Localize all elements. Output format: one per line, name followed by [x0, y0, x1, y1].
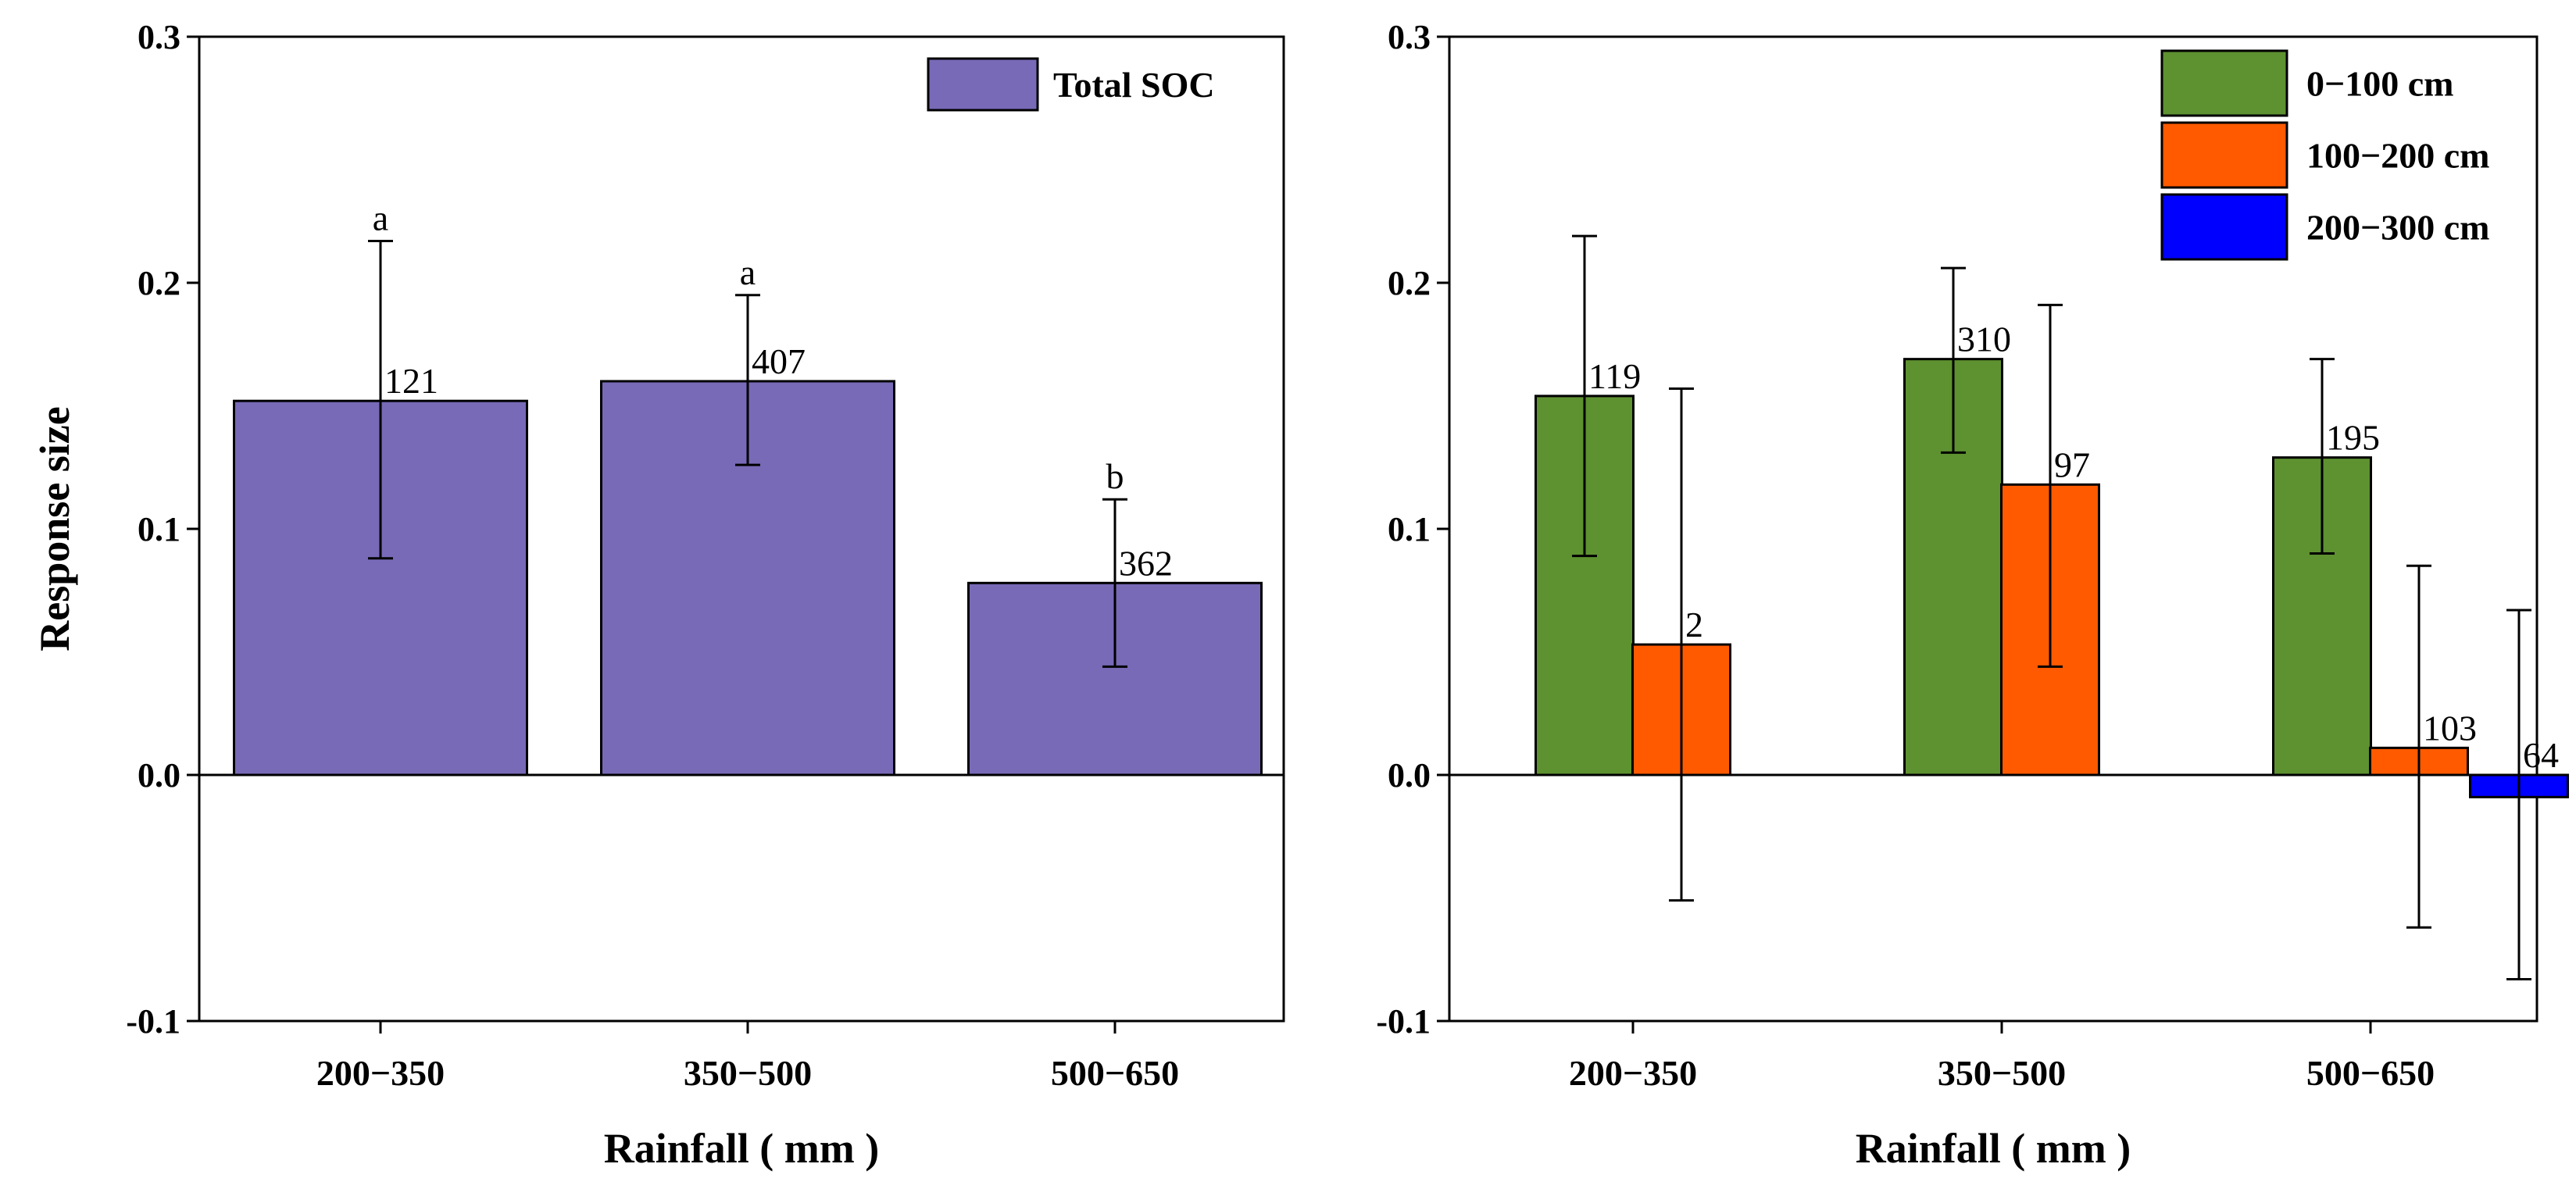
y-tick-label: -0.1: [126, 1002, 180, 1041]
chart-panel-2: -0.1 0.0 0.1 0.2 0.3 200−350 350−500 500−650 Rai…: [1376, 18, 2569, 1172]
y-tick-label: 0.0: [1388, 756, 1431, 794]
x-tick-label: 350−500: [1938, 1053, 2066, 1093]
legend-label: 100−200 cm: [2306, 136, 2489, 176]
y-tick-label: 0.0: [138, 756, 180, 794]
y-tick-label: 0.1: [1388, 510, 1431, 548]
chart-panel-1: -0.1 0.0 0.1 0.2 0.3 200−350 350−500 500−650 Rai…: [31, 18, 1285, 1172]
x-tick-label: 200−350: [316, 1053, 445, 1093]
sample-size-label: 64: [2523, 735, 2559, 775]
significance-letter: a: [373, 198, 388, 237]
legend-label: 0−100 cm: [2306, 64, 2453, 104]
significance-letter: a: [740, 252, 756, 292]
sample-size-label: 103: [2423, 708, 2477, 748]
legend-label: 200−300 cm: [2306, 208, 2489, 248]
legend-swatch: [2160, 193, 2288, 261]
sample-size-label: 97: [2054, 444, 2090, 484]
significance-letter: b: [1106, 456, 1124, 496]
x-tick-label: 200−350: [1569, 1053, 1697, 1093]
legend-swatch: [2160, 121, 2288, 189]
y-tick-label: 0.1: [138, 510, 180, 548]
y-tick-label: 0.2: [138, 264, 180, 302]
x-tick-label: 500−650: [2306, 1053, 2435, 1093]
x-axis-title: Rainfall ( mm ): [604, 1125, 879, 1172]
sample-size-label: 362: [1119, 543, 1173, 583]
y-tick-label: -0.1: [1376, 1002, 1431, 1041]
sample-size-label: 310: [1957, 320, 2011, 359]
legend-label: Total SOC: [1053, 65, 1215, 105]
y-tick-label: 0.3: [138, 18, 180, 56]
sample-size-label: 407: [752, 341, 806, 381]
y-tick-label: 0.3: [1388, 18, 1431, 56]
sample-size-label: 2: [1685, 605, 1703, 644]
sample-size-label: 121: [384, 361, 438, 401]
sample-size-label: 119: [1588, 356, 1641, 396]
x-tick-label: 350−500: [684, 1053, 812, 1093]
legend-swatch: [927, 57, 1039, 112]
y-tick-label: 0.2: [1388, 264, 1431, 302]
x-tick-label: 500−650: [1051, 1053, 1179, 1093]
y-axis-title: Response size: [31, 406, 78, 651]
legend-swatch: [2160, 49, 2288, 117]
x-axis-title: Rainfall ( mm ): [1856, 1125, 2131, 1172]
sample-size-label: 195: [2326, 418, 2380, 458]
